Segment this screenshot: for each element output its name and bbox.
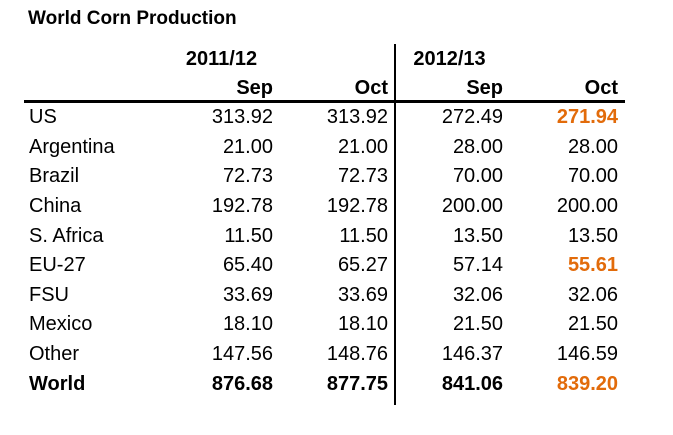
cell-us-2011-oct: 313.92 [326, 106, 388, 129]
row-label-world: World [29, 372, 86, 395]
row-label-eu-27: EU-27 [29, 254, 86, 277]
row-label-s-africa: S. Africa [29, 224, 104, 247]
cell-world-2011-oct: 877.75 [326, 372, 388, 395]
cell-argentina-2011-sep: 21.00 [222, 135, 273, 158]
row-label-mexico: Mexico [29, 313, 93, 336]
cell-other-2011-oct: 148.76 [326, 343, 388, 366]
header-rule [24, 100, 625, 103]
cell-brazil-2012-sep: 70.00 [452, 165, 503, 188]
col-header-oct-2011: Oct [354, 77, 388, 99]
cell-mexico-2012-sep: 21.50 [452, 313, 503, 336]
cell-eu-27-2011-sep: 65.40 [222, 254, 273, 277]
cell-fsu-2012-oct: 32.06 [567, 283, 618, 306]
row-label-fsu: FSU [29, 283, 69, 306]
cell-us-2012-sep: 272.49 [441, 106, 503, 129]
cell-argentina-2012-oct: 28.00 [567, 135, 618, 158]
col-header-sep-2011: Sep [236, 77, 273, 99]
cell-other-2012-oct: 146.59 [556, 343, 618, 366]
year-group-2011-12: 2011/12 [185, 47, 258, 70]
cell-mexico-2011-oct: 18.10 [337, 313, 388, 336]
cell-world-2012-oct: 839.20 [556, 372, 618, 395]
page-title: World Corn Production [28, 8, 237, 29]
year-row-spacer [25, 44, 166, 74]
cell-argentina-2012-sep: 28.00 [452, 135, 503, 158]
cell-brazil-2011-oct: 72.73 [337, 165, 388, 188]
row-label-other: Other [29, 343, 80, 366]
cell-world-2012-sep: 841.06 [441, 372, 503, 395]
cell-s-africa-2012-sep: 13.50 [452, 224, 503, 247]
cell-us-2011-sep: 313.92 [211, 106, 273, 129]
cell-china-2012-sep: 200.00 [441, 195, 503, 218]
cell-eu-27-2011-oct: 65.27 [337, 254, 388, 277]
row-label-brazil: Brazil [29, 165, 80, 188]
cell-argentina-2011-oct: 21.00 [337, 135, 388, 158]
cell-other-2011-sep: 147.56 [211, 343, 273, 366]
cell-fsu-2011-sep: 33.69 [222, 283, 273, 306]
cell-world-2011-sep: 876.68 [211, 372, 273, 395]
cell-s-africa-2012-oct: 13.50 [567, 224, 618, 247]
data-grid: 2011/12 2012/13 Sep Oct Sep Oct US 313.9… [25, 44, 622, 399]
cell-us-2012-oct: 271.94 [556, 106, 618, 129]
cell-eu-27-2012-oct: 55.61 [567, 254, 618, 277]
row-label-argentina: Argentina [29, 135, 115, 158]
cell-china-2012-oct: 200.00 [556, 195, 618, 218]
cell-s-africa-2011-oct: 11.50 [339, 224, 388, 247]
column-divider [394, 44, 396, 405]
cell-eu-27-2012-sep: 57.14 [452, 254, 503, 277]
row-label-china: China [29, 195, 82, 218]
cell-mexico-2011-sep: 18.10 [222, 313, 273, 336]
cell-china-2011-sep: 192.78 [211, 195, 273, 218]
cell-fsu-2011-oct: 33.69 [337, 283, 388, 306]
cell-brazil-2011-sep: 72.73 [222, 165, 273, 188]
row-label-us: US [29, 106, 57, 129]
year-row-gap [277, 44, 392, 74]
year-group-2012-13: 2012/13 [413, 47, 486, 70]
cell-brazil-2012-oct: 70.00 [567, 165, 618, 188]
cell-fsu-2012-sep: 32.06 [452, 283, 503, 306]
col-header-sep-2012: Sep [466, 77, 503, 99]
cell-other-2012-sep: 146.37 [441, 343, 503, 366]
col-header-oct-2012: Oct [584, 77, 618, 99]
year-row-end [507, 44, 622, 74]
cell-s-africa-2011-sep: 11.50 [224, 224, 273, 247]
cell-china-2011-oct: 192.78 [326, 195, 388, 218]
cell-mexico-2012-oct: 21.50 [567, 313, 618, 336]
subheader-spacer [25, 74, 166, 103]
